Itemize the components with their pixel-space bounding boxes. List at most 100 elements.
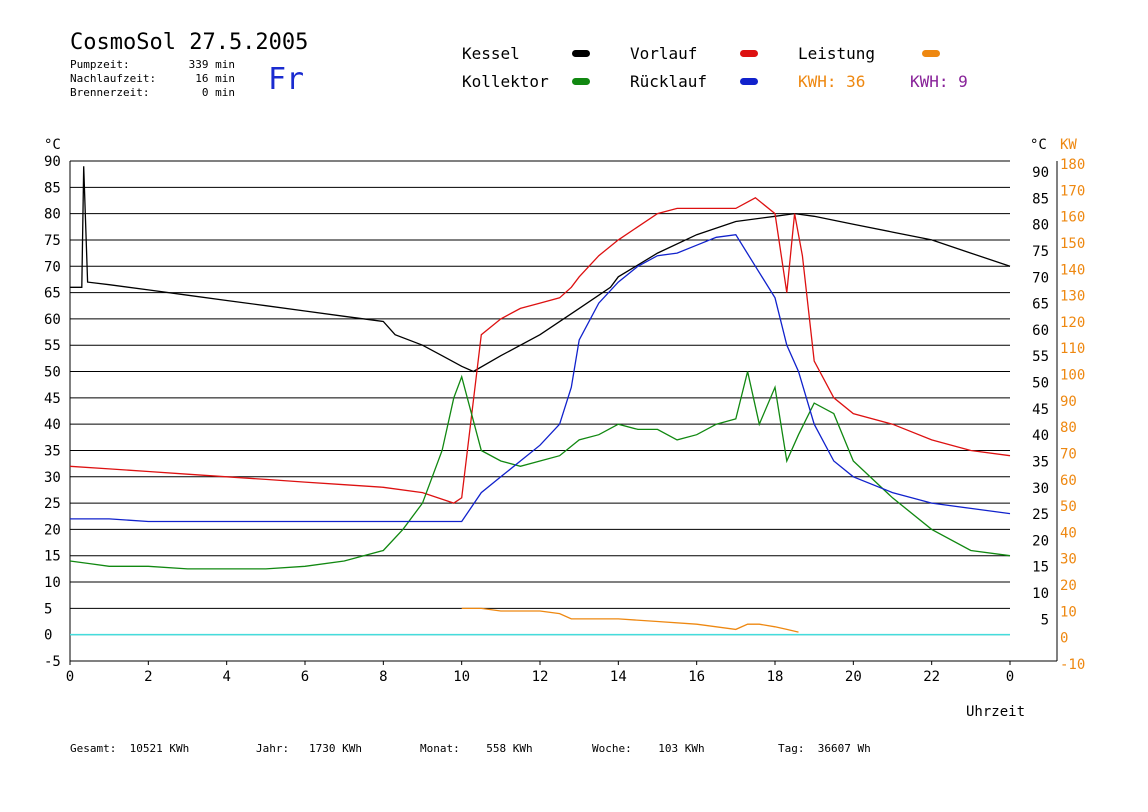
y-tick-right-temp: 65 — [1032, 297, 1049, 313]
y-tick-right-power: 40 — [1060, 525, 1077, 541]
y-tick-right-power: 90 — [1060, 394, 1077, 410]
y-tick-left: 35 — [44, 443, 61, 459]
y-tick-right-power: 20 — [1060, 578, 1077, 594]
footer-gesamt-label: Gesamt: — [70, 742, 117, 755]
x-tick-label: 10 — [453, 669, 470, 685]
x-tick-label: 2 — [144, 669, 152, 685]
y-unit-right-temp: °C — [1030, 137, 1047, 153]
x-tick-label: 0 — [1006, 669, 1014, 685]
y-tick-left: 0 — [44, 628, 52, 644]
footer-tag: Tag: 36607 Wh — [778, 742, 871, 755]
y-tick-right-power: 80 — [1060, 420, 1077, 436]
y-tick-right-temp: 90 — [1032, 165, 1049, 181]
footer-gesamt: Gesamt: 10521 KWh — [70, 742, 189, 755]
legend-vorlauf-label: Vorlauf — [630, 44, 698, 63]
y-tick-left: 10 — [44, 575, 61, 591]
kwh-other-label: KWH: — [910, 72, 949, 91]
info-value: 339 min — [188, 58, 235, 71]
y-tick-left: 90 — [44, 154, 61, 170]
y-tick-right-temp: 15 — [1032, 560, 1049, 576]
footer-jahr: Jahr: 1730 KWh — [256, 742, 362, 755]
y-tick-left: 70 — [44, 259, 61, 275]
y-tick-right-power: 160 — [1060, 210, 1085, 226]
y-tick-right-power: 10 — [1060, 604, 1077, 620]
y-tick-right-power: -10 — [1060, 657, 1085, 673]
y-tick-right-power: 110 — [1060, 341, 1085, 357]
series-line-kessel — [70, 166, 1011, 373]
y-tick-left: 20 — [44, 522, 61, 538]
chart-title: CosmoSol 27.5.2005 — [70, 30, 309, 55]
y-unit-left: °C — [44, 137, 61, 153]
x-tick-label: 12 — [532, 669, 549, 685]
footer-woche-value: 103 KWh — [658, 742, 705, 755]
y-tick-left: 30 — [44, 470, 61, 486]
footer-woche: Woche: 103 KWh — [592, 742, 705, 755]
legend-kessel-swatch — [572, 50, 590, 57]
y-tick-left: 85 — [44, 180, 61, 196]
y-tick-left: 45 — [44, 391, 61, 407]
footer-gesamt-value: 10521 KWh — [129, 742, 190, 755]
footer-jahr-label: Jahr: — [256, 742, 290, 755]
kwh-solar: KWH: 36 — [798, 72, 865, 91]
y-tick-right-temp: 60 — [1032, 323, 1049, 339]
y-tick-right-temp: 5 — [1041, 612, 1049, 628]
y-tick-right-temp: 35 — [1032, 454, 1049, 470]
y-tick-left: 65 — [44, 286, 61, 302]
y-tick-right-power: 70 — [1060, 446, 1077, 462]
y-tick-right-temp: 25 — [1032, 507, 1049, 523]
series-line-vorlauf — [69, 197, 1011, 504]
footer-tag-value: 36607 Wh — [817, 742, 871, 755]
legend-kollektor-swatch — [572, 78, 590, 85]
x-tick-label: 18 — [767, 669, 784, 685]
y-tick-right-temp: 80 — [1032, 218, 1049, 234]
info-value: 0 min — [201, 86, 235, 99]
legend-ruecklauf-label: Rücklauf — [630, 72, 708, 91]
x-tick-label: 14 — [610, 669, 627, 685]
series-line-rcklauf — [70, 234, 1011, 523]
y-tick-left: 15 — [44, 549, 61, 565]
x-tick-label: 4 — [222, 669, 230, 685]
x-tick-label: 20 — [845, 669, 862, 685]
y-tick-right-power: 100 — [1060, 368, 1085, 384]
y-tick-right-temp: 75 — [1032, 244, 1049, 260]
legend-leistung-label: Leistung — [798, 44, 876, 63]
y-tick-left: -5 — [44, 654, 61, 670]
info-brennerzeit: Brennerzeit: 0 min — [70, 86, 235, 99]
y-tick-right-temp: 30 — [1032, 481, 1049, 497]
weekday-label: Fr — [268, 62, 305, 97]
info-label: Brennerzeit: — [70, 86, 150, 99]
y-tick-left: 80 — [44, 207, 61, 223]
y-tick-right-temp: 45 — [1032, 402, 1049, 418]
x-tick-label: 8 — [379, 669, 387, 685]
footer-monat-value: 558 KWh — [486, 742, 533, 755]
y-tick-left: 75 — [44, 233, 61, 249]
legend-leistung-swatch — [922, 50, 940, 57]
y-tick-right-temp: 20 — [1032, 533, 1049, 549]
y-tick-right-temp: 40 — [1032, 428, 1049, 444]
y-tick-left: 40 — [44, 417, 61, 433]
series-line-leistung — [461, 607, 799, 633]
y-tick-right-power: 50 — [1060, 499, 1077, 515]
y-tick-right-power: 170 — [1060, 183, 1085, 199]
footer-monat: Monat: 558 KWh — [420, 742, 533, 755]
kwh-solar-label: KWH: — [798, 72, 837, 91]
y-tick-left: 50 — [44, 365, 61, 381]
y-tick-right-power: 60 — [1060, 473, 1077, 489]
legend-vorlauf-swatch — [740, 50, 758, 57]
info-nachlaufzeit: Nachlaufzeit: 16 min — [70, 72, 235, 85]
y-tick-right-temp: 85 — [1032, 191, 1049, 207]
x-tick-label: 6 — [301, 669, 309, 685]
footer-tag-label: Tag: — [778, 742, 805, 755]
y-tick-right-temp: 50 — [1032, 376, 1049, 392]
footer-woche-label: Woche: — [592, 742, 632, 755]
x-tick-label: 22 — [923, 669, 940, 685]
x-tick-label: 0 — [66, 669, 74, 685]
footer-jahr-value: 1730 KWh — [309, 742, 362, 755]
y-tick-left: 5 — [44, 601, 52, 617]
legend-kollektor-label: Kollektor — [462, 72, 549, 91]
y-unit-right-power: KW — [1060, 137, 1077, 153]
y-tick-right-temp: 70 — [1032, 270, 1049, 286]
legend-ruecklauf-swatch — [740, 78, 758, 85]
y-tick-left: 25 — [44, 496, 61, 512]
